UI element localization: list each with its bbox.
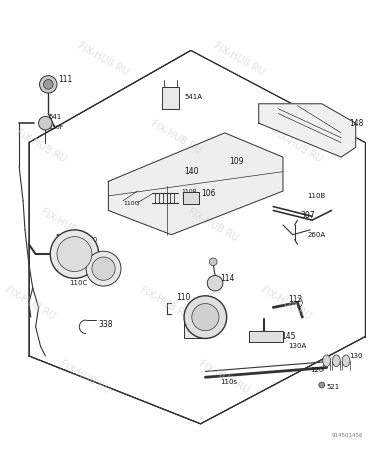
- Text: FIX-HUB.RU: FIX-HUB.RU: [76, 41, 130, 77]
- Text: 110C: 110C: [70, 280, 88, 286]
- Text: 111: 111: [58, 75, 72, 84]
- Circle shape: [207, 275, 223, 291]
- Text: FIX-HUB.RU: FIX-HUB.RU: [197, 359, 251, 396]
- Text: 110: 110: [176, 293, 191, 302]
- Text: 914501456: 914501456: [332, 433, 363, 438]
- Text: FIX-HUB.RU: FIX-HUB.RU: [14, 128, 68, 165]
- Text: 110R: 110R: [181, 189, 197, 194]
- Polygon shape: [108, 133, 283, 235]
- Circle shape: [57, 237, 92, 271]
- Text: FIX-HUB.RU: FIX-HUB.RU: [149, 119, 203, 156]
- Text: 260A: 260A: [307, 232, 325, 238]
- Text: 110P: 110P: [181, 195, 197, 200]
- Text: 540: 540: [84, 237, 98, 243]
- Text: 110Q: 110Q: [123, 200, 139, 205]
- Text: 112: 112: [288, 295, 302, 304]
- Ellipse shape: [332, 355, 340, 367]
- Text: 106: 106: [201, 189, 216, 198]
- Text: 145: 145: [281, 332, 296, 341]
- Text: FIX-HUB.RU: FIX-HUB.RU: [58, 359, 112, 396]
- Polygon shape: [259, 104, 356, 157]
- Bar: [184, 317, 205, 338]
- Text: FIX-HUB.RU: FIX-HUB.RU: [270, 128, 324, 165]
- Circle shape: [192, 304, 219, 331]
- Text: 307: 307: [301, 211, 315, 220]
- Bar: [183, 192, 198, 204]
- Bar: [162, 87, 179, 108]
- Text: 130: 130: [349, 353, 363, 359]
- Text: 541: 541: [48, 114, 62, 120]
- Circle shape: [184, 296, 227, 338]
- Text: 521: 521: [327, 384, 340, 390]
- Circle shape: [86, 251, 121, 286]
- Text: 114: 114: [220, 274, 234, 283]
- Text: FIX-HUB.RU: FIX-HUB.RU: [259, 285, 313, 322]
- Text: 541A: 541A: [184, 94, 202, 100]
- Text: FIX-HUB.RU: FIX-HUB.RU: [212, 41, 266, 77]
- Text: 130A: 130A: [288, 343, 306, 349]
- Text: FIX-HUB.RU: FIX-HUB.RU: [186, 207, 240, 243]
- Text: 109: 109: [229, 158, 244, 166]
- Circle shape: [50, 230, 99, 279]
- Text: 130F: 130F: [48, 125, 64, 130]
- Text: 120: 120: [310, 368, 324, 374]
- Text: 110B: 110B: [307, 193, 325, 199]
- Text: FIX-HUB.RU: FIX-HUB.RU: [39, 207, 93, 243]
- Circle shape: [39, 117, 52, 130]
- Text: 338: 338: [99, 320, 113, 329]
- Bar: [249, 331, 283, 342]
- Circle shape: [40, 76, 57, 93]
- Text: 540: 540: [55, 234, 68, 240]
- Circle shape: [43, 80, 53, 89]
- Text: 110s: 110s: [220, 379, 237, 385]
- Text: FIX-HUB.RU: FIX-HUB.RU: [3, 285, 57, 322]
- Ellipse shape: [342, 355, 350, 367]
- Ellipse shape: [323, 355, 330, 367]
- Text: FIX-HUB.RU: FIX-HUB.RU: [138, 285, 192, 322]
- Text: 148: 148: [349, 119, 363, 128]
- Circle shape: [92, 257, 115, 280]
- Text: 140: 140: [184, 167, 198, 176]
- Circle shape: [319, 382, 325, 388]
- Circle shape: [209, 258, 217, 266]
